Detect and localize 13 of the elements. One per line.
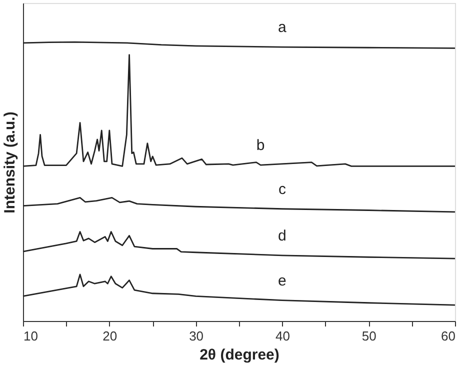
x-tick-label: 20	[102, 328, 118, 344]
x-tick-label: 10	[24, 328, 38, 344]
x-tick-label: 60	[441, 328, 456, 344]
x-tick-label: 50	[362, 328, 376, 344]
series-label: a	[278, 19, 288, 36]
series-label: e	[278, 272, 286, 290]
series-label: b	[256, 137, 265, 154]
x-tick-label: 40	[275, 328, 290, 344]
series-label: d	[278, 227, 286, 244]
series-label: c	[278, 180, 286, 198]
x-axis-title: 2θ (degree)	[200, 346, 280, 364]
x-tick-label: 30	[189, 328, 204, 344]
y-axis-title: Intensity (a.u.)	[2, 112, 18, 214]
